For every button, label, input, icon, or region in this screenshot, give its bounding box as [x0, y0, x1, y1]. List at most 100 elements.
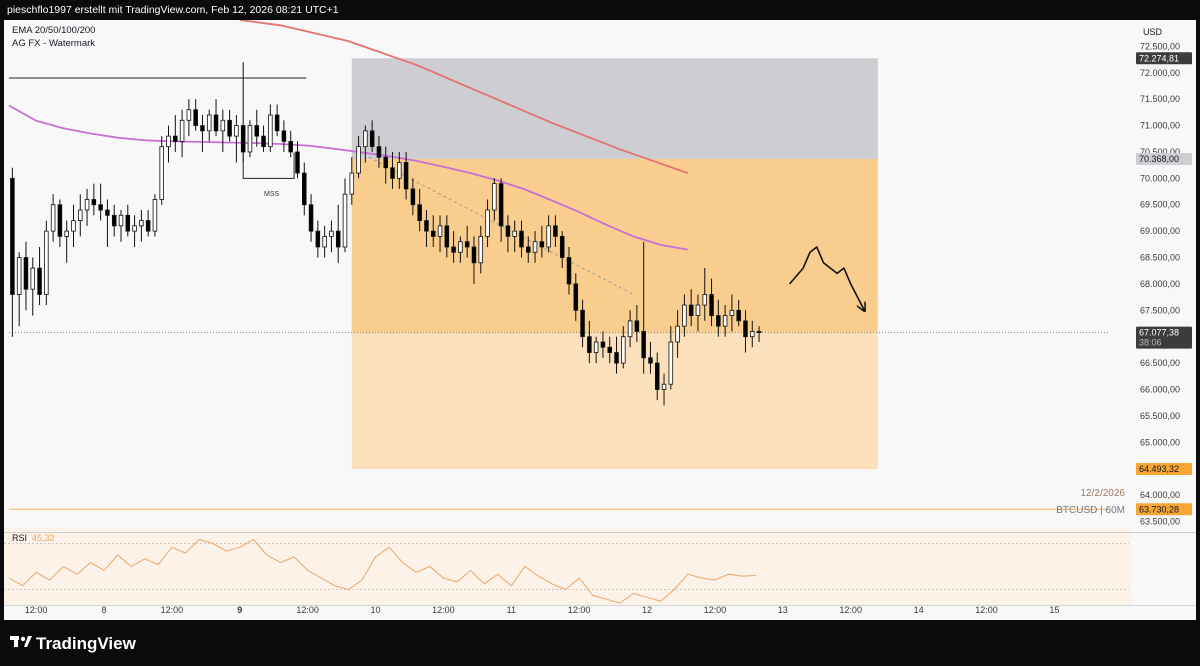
candle[interactable]	[546, 215, 551, 253]
candle[interactable]	[675, 310, 680, 358]
candle[interactable]	[559, 231, 565, 269]
candle[interactable]	[247, 120, 253, 158]
candle[interactable]	[91, 183, 97, 216]
candle[interactable]	[729, 294, 735, 332]
candle[interactable]	[193, 99, 198, 131]
candle[interactable]	[274, 104, 280, 137]
candle[interactable]	[695, 294, 701, 332]
candle[interactable]	[722, 305, 728, 337]
candle[interactable]	[519, 220, 524, 258]
candle[interactable]	[132, 215, 137, 247]
ema-indicator-label[interactable]: EMA 20/50/100/200	[12, 25, 95, 36]
candle[interactable]	[329, 220, 334, 253]
candle[interactable]	[322, 225, 327, 258]
candle[interactable]	[648, 341, 653, 374]
candle[interactable]	[688, 289, 694, 327]
premium-zone[interactable]	[351, 58, 878, 159]
candle[interactable]	[424, 210, 429, 247]
candle[interactable]	[227, 109, 232, 142]
candle[interactable]	[335, 204, 341, 263]
candle[interactable]	[492, 178, 497, 221]
candle[interactable]	[627, 310, 633, 348]
candle[interactable]	[78, 194, 83, 237]
candle[interactable]	[553, 215, 558, 247]
candle[interactable]	[152, 194, 158, 237]
candle[interactable]	[383, 146, 388, 184]
candle[interactable]	[16, 252, 22, 327]
candle[interactable]	[179, 109, 185, 158]
candle[interactable]	[342, 178, 348, 253]
candle[interactable]	[145, 210, 151, 237]
candle[interactable]	[105, 199, 110, 247]
currency-label[interactable]: USD	[1143, 27, 1163, 37]
candle[interactable]	[125, 204, 131, 237]
candle[interactable]	[430, 215, 436, 247]
candle[interactable]	[526, 236, 531, 263]
candle[interactable]	[159, 136, 164, 205]
candle[interactable]	[410, 178, 416, 216]
candle[interactable]	[478, 225, 484, 274]
candle[interactable]	[139, 210, 144, 242]
entry-zone[interactable]	[351, 158, 878, 333]
candle[interactable]	[23, 241, 29, 311]
tradingview-logo-icon[interactable]	[10, 634, 32, 650]
candle[interactable]	[736, 299, 741, 327]
candle[interactable]	[111, 204, 117, 237]
candle[interactable]	[173, 115, 178, 152]
candle[interactable]	[512, 220, 517, 253]
candle[interactable]	[50, 194, 56, 242]
candle[interactable]	[444, 215, 450, 258]
candle[interactable]	[281, 120, 287, 152]
candle[interactable]	[756, 326, 762, 342]
candle[interactable]	[716, 299, 721, 337]
candle[interactable]	[641, 241, 646, 374]
candle[interactable]	[84, 188, 90, 226]
candle[interactable]	[668, 326, 674, 390]
candle[interactable]	[573, 273, 579, 321]
candle[interactable]	[587, 320, 592, 364]
candle[interactable]	[37, 246, 42, 306]
candle[interactable]	[403, 151, 409, 200]
candle[interactable]	[268, 104, 273, 152]
watermark-indicator-label[interactable]: AG FX - Watermark	[12, 38, 95, 49]
candle[interactable]	[261, 125, 266, 152]
candle[interactable]	[308, 194, 314, 242]
candle[interactable]	[363, 125, 368, 163]
candle[interactable]	[417, 188, 422, 232]
candle[interactable]	[600, 331, 606, 358]
candle[interactable]	[30, 257, 36, 316]
candle[interactable]	[532, 231, 538, 263]
candle[interactable]	[166, 125, 171, 163]
candle[interactable]	[186, 99, 192, 137]
candle[interactable]	[369, 120, 375, 152]
candle[interactable]	[397, 151, 402, 189]
candle[interactable]	[302, 162, 307, 216]
candle[interactable]	[458, 236, 463, 263]
candle[interactable]	[240, 62, 246, 163]
candle[interactable]	[234, 115, 239, 163]
candle[interactable]	[213, 99, 219, 137]
candle[interactable]	[376, 136, 382, 168]
candle[interactable]	[98, 183, 103, 221]
candle[interactable]	[750, 320, 755, 348]
candle[interactable]	[315, 220, 321, 258]
candle[interactable]	[498, 178, 504, 242]
price-axis[interactable]	[1134, 20, 1196, 620]
candle[interactable]	[349, 157, 355, 205]
candle[interactable]	[505, 215, 511, 253]
candle[interactable]	[580, 299, 585, 348]
candle[interactable]	[10, 167, 15, 337]
candle[interactable]	[566, 246, 572, 295]
candle[interactable]	[661, 373, 667, 406]
candle[interactable]	[390, 151, 395, 189]
candle[interactable]	[57, 199, 63, 247]
candle[interactable]	[356, 136, 361, 179]
candle[interactable]	[288, 130, 293, 158]
candle[interactable]	[709, 278, 714, 327]
candle[interactable]	[464, 225, 470, 258]
brand-name[interactable]: TradingView	[36, 634, 136, 653]
candle[interactable]	[485, 199, 490, 247]
candle[interactable]	[614, 336, 619, 374]
candle[interactable]	[451, 231, 456, 263]
candle[interactable]	[64, 220, 69, 263]
